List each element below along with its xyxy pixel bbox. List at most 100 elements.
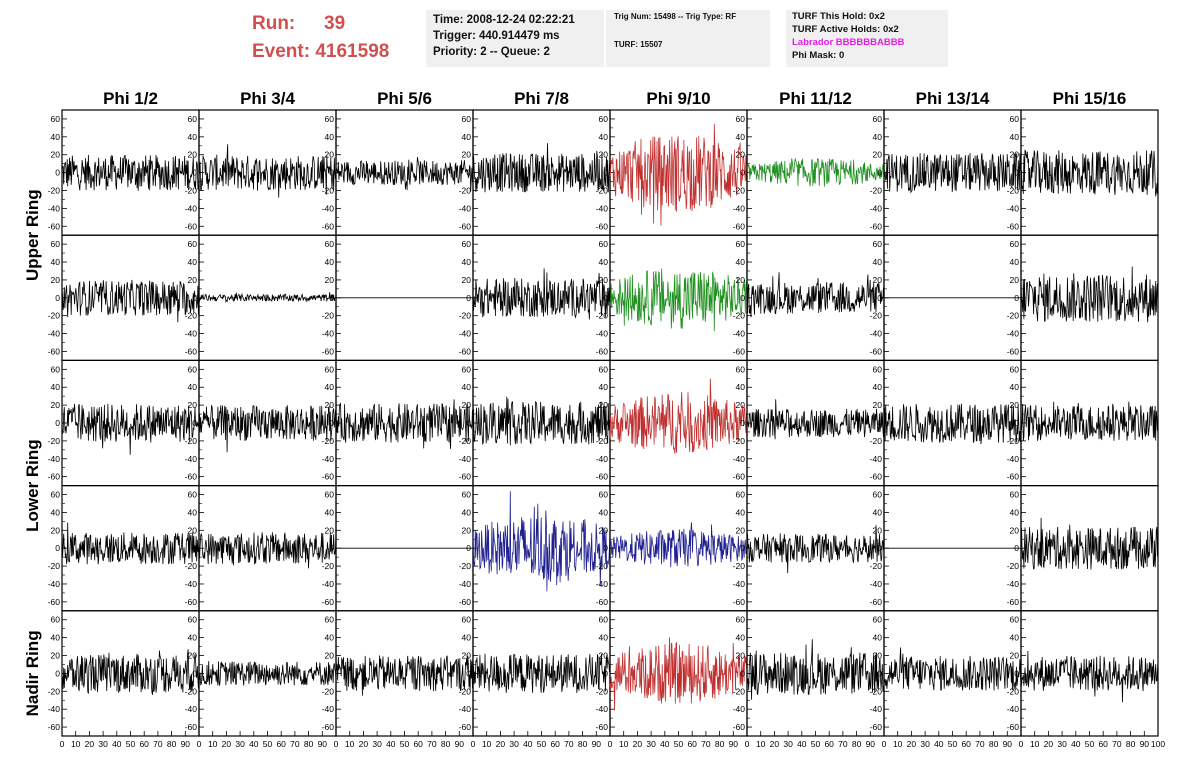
y-tick-label: 60 <box>188 239 198 249</box>
y-tick-label: 40 <box>188 382 198 392</box>
run-info: Run: 39 Event: 4161598 <box>252 10 389 66</box>
y-tick-label: -20 <box>185 311 198 321</box>
y-tick-label: 0 <box>192 418 197 428</box>
y-tick-label: 20 <box>873 150 883 160</box>
y-tick-label: -60 <box>870 346 883 356</box>
column-header-2: Phi 3/4 <box>240 89 295 108</box>
y-tick-label: 40 <box>325 132 335 142</box>
y-tick-label: -60 <box>322 472 335 482</box>
y-tick-label: 20 <box>325 651 335 661</box>
y-tick-label: -60 <box>596 597 609 607</box>
y-tick-label: 40 <box>599 633 609 643</box>
y-tick-label: -40 <box>733 329 746 339</box>
waveform-r1-c5 <box>609 123 748 226</box>
run-value: 39 <box>324 13 346 34</box>
y-tick-label: -60 <box>322 221 335 231</box>
x-tick-label: 20 <box>633 739 643 749</box>
y-tick-label: 40 <box>51 132 61 142</box>
y-tick-label: 20 <box>736 275 746 285</box>
y-tick-label: -20 <box>733 185 746 195</box>
y-tick-label: -60 <box>1007 221 1020 231</box>
waveform-r2-c5 <box>609 268 748 332</box>
phi-mask: Phi Mask: 0 <box>792 50 845 61</box>
y-tick-label: 0 <box>877 668 882 678</box>
y-tick-label: -60 <box>185 346 198 356</box>
y-tick-label: 40 <box>325 633 335 643</box>
y-tick-label: 60 <box>736 114 746 124</box>
y-tick-label: -40 <box>596 704 609 714</box>
y-tick-label: 40 <box>188 257 198 267</box>
x-tick-label: 70 <box>838 739 848 749</box>
x-tick-label: 0 <box>471 739 476 749</box>
y-tick-label: 20 <box>599 400 609 410</box>
y-tick-label: -20 <box>185 185 198 195</box>
x-tick-label: 70 <box>153 739 163 749</box>
x-tick-label: 10 <box>345 739 355 749</box>
y-tick-label: -40 <box>733 203 746 213</box>
x-tick-label: 90 <box>455 739 465 749</box>
event-line: Event: 4161598 <box>252 38 389 66</box>
y-tick-label: 40 <box>873 257 883 267</box>
y-tick-label: -60 <box>596 472 609 482</box>
y-tick-label: -60 <box>185 472 198 482</box>
x-tick-label: 80 <box>304 739 314 749</box>
row-header-upper-ring: Upper Ring <box>23 189 42 281</box>
y-tick-label: -40 <box>733 704 746 714</box>
y-tick-label: 40 <box>1010 633 1020 643</box>
x-tick-label: 30 <box>509 739 519 749</box>
y-tick-label: 0 <box>55 543 60 553</box>
y-tick-label: -40 <box>459 329 472 339</box>
y-tick-label: -40 <box>733 579 746 589</box>
column-header-6: Phi 11/12 <box>779 89 852 108</box>
x-tick-label: 40 <box>797 739 807 749</box>
y-tick-label: -40 <box>48 704 61 714</box>
y-tick-label: 0 <box>740 668 745 678</box>
x-tick-label: 50 <box>1085 739 1095 749</box>
y-tick-label: 60 <box>462 615 472 625</box>
panel-frame-r3-c2 <box>198 359 337 487</box>
waveform-r5-c4 <box>472 653 611 694</box>
y-tick-label: -40 <box>1007 329 1020 339</box>
row-header-lower-ring: Lower Ring <box>23 439 42 532</box>
y-tick-label: -60 <box>322 597 335 607</box>
x-tick-label: 60 <box>824 739 834 749</box>
waveform-r5-c7 <box>883 647 1022 691</box>
waveform-r2-c2 <box>198 292 337 303</box>
x-tick-label: 50 <box>811 739 821 749</box>
waveform-r2-c8 <box>1020 266 1159 323</box>
x-tick-label: 0 <box>745 739 750 749</box>
y-tick-label: 60 <box>1010 490 1020 500</box>
column-header-1: Phi 1/2 <box>103 89 158 108</box>
y-tick-label: -20 <box>1007 436 1020 446</box>
y-tick-label: 60 <box>599 364 609 374</box>
waveform-r4-c1 <box>61 522 200 565</box>
y-tick-label: 0 <box>603 168 608 178</box>
y-tick-label: 40 <box>462 507 472 517</box>
y-tick-label: -40 <box>48 329 61 339</box>
waveform-r1-c4 <box>472 143 611 193</box>
x-tick-label: 50 <box>126 739 136 749</box>
event-value: 4161598 <box>315 41 390 62</box>
x-tick-label: 60 <box>687 739 697 749</box>
y-tick-label: -40 <box>48 454 61 464</box>
y-tick-label: 60 <box>188 490 198 500</box>
y-tick-label: 60 <box>1010 364 1020 374</box>
y-tick-label: 60 <box>599 615 609 625</box>
y-tick-label: 0 <box>466 168 471 178</box>
x-tick-label: 90 <box>181 739 191 749</box>
y-tick-label: -40 <box>185 454 198 464</box>
waveform-r2-c4 <box>472 268 611 320</box>
y-tick-label: -60 <box>322 722 335 732</box>
waveform-r4-c5 <box>609 522 748 568</box>
x-tick-label: 90 <box>729 739 739 749</box>
y-tick-label: -40 <box>459 579 472 589</box>
y-tick-label: 0 <box>192 293 197 303</box>
y-tick-label: 20 <box>736 525 746 535</box>
y-tick-label: -20 <box>459 436 472 446</box>
column-header-5: Phi 9/10 <box>646 89 710 108</box>
y-tick-label: -20 <box>596 185 609 195</box>
y-tick-label: 0 <box>192 668 197 678</box>
y-tick-label: 60 <box>1010 114 1020 124</box>
y-tick-label: -20 <box>48 561 61 571</box>
